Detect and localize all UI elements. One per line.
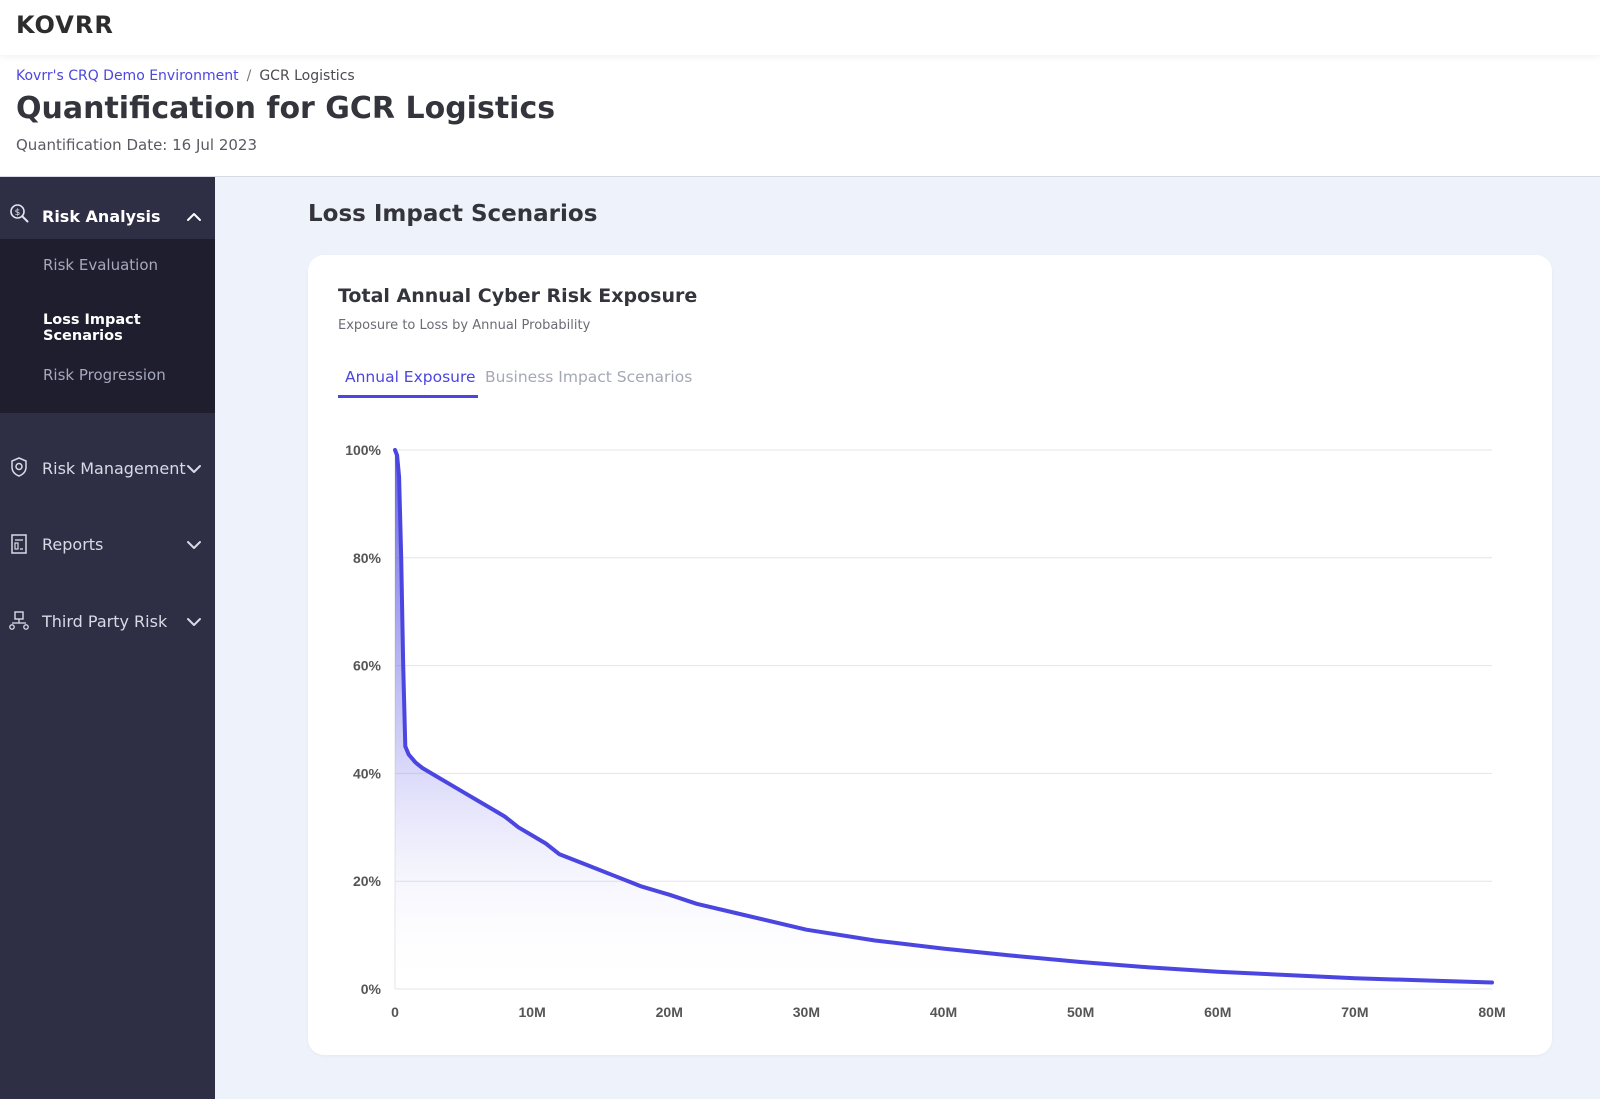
chevron-down-icon	[187, 465, 201, 473]
kovrr-logo[interactable]: KOVRR	[16, 11, 114, 39]
risk-management-label: Risk Management	[42, 459, 186, 478]
x-tick-label: 0	[391, 1004, 399, 1020]
shield-gear-icon	[11, 457, 27, 477]
x-tick-label: 10M	[519, 1004, 546, 1020]
sidebar-item-third-party-risk[interactable]: Third Party Risk	[0, 602, 215, 642]
breadcrumb-root-link[interactable]: Kovrr's CRQ Demo Environment	[16, 68, 239, 84]
x-tick-label: 70M	[1341, 1004, 1368, 1020]
y-tick-label: 80%	[353, 550, 382, 566]
card-subtitle: Exposure to Loss by Annual Probability	[338, 318, 591, 333]
sidebar: $ Risk Analysis Risk Evaluation Loss Imp…	[0, 177, 215, 1099]
network-icon	[9, 611, 29, 630]
exposure-chart: 0% 20% 40% 60% 80% 100% 0 10M 20M 30M 40M 50M 60M 70M…	[345, 442, 1505, 1020]
risk-analysis-toggle[interactable]: $ Risk Analysis	[0, 177, 215, 239]
magnifier-dollar-icon: $	[10, 204, 29, 223]
sidebar-item-risk-progression[interactable]: Risk Progression	[43, 366, 166, 384]
x-tick-label: 30M	[793, 1004, 820, 1020]
breadcrumb-current: GCR Logistics	[259, 68, 355, 84]
reports-label: Reports	[42, 535, 104, 554]
sidebar-item-loss-impact-scenarios[interactable]: Loss Impact Scenarios	[43, 312, 141, 344]
tab-annual-exposure[interactable]: Annual Exposure	[338, 368, 478, 398]
y-tick-label: 20%	[353, 873, 382, 889]
chevron-down-icon	[187, 618, 201, 626]
exposure-curve-line[interactable]	[393, 448, 1494, 985]
x-tick-label: 60M	[1204, 1004, 1231, 1020]
exposure-area	[395, 450, 1492, 989]
y-tick-label: 0%	[361, 981, 382, 997]
breadcrumb: Kovrr's CRQ Demo Environment / GCR Logisti…	[16, 68, 355, 84]
tab-business-impact-scenarios[interactable]: Business Impact Scenarios	[485, 368, 693, 386]
y-tick-label: 60%	[353, 658, 382, 674]
chevron-down-icon	[187, 541, 201, 549]
sidebar-item-risk-management[interactable]: Risk Management	[0, 449, 215, 489]
exposure-card: Total Annual Cyber Risk Exposure Exposur…	[308, 255, 1552, 1055]
x-tick-label: 50M	[1067, 1004, 1094, 1020]
x-tick-label: 40M	[930, 1004, 957, 1020]
page-title: Quantification for GCR Logistics	[16, 91, 556, 126]
y-tick-label: 100%	[345, 442, 381, 458]
page-header: Kovrr's CRQ Demo Environment / GCR Logisti…	[0, 55, 1600, 177]
sidebar-item-reports[interactable]: Reports	[0, 525, 215, 565]
top-bar: KOVRR	[0, 0, 1600, 55]
card-title: Total Annual Cyber Risk Exposure	[338, 285, 698, 307]
chevron-up-icon	[187, 213, 201, 221]
x-tick-label: 80M	[1478, 1004, 1505, 1020]
section-title: Loss Impact Scenarios	[308, 201, 598, 227]
risk-analysis-section: $ Risk Analysis Risk Evaluation Loss Imp…	[0, 177, 215, 413]
sidebar-item-risk-evaluation[interactable]: Risk Evaluation	[43, 256, 159, 274]
quantification-date: Quantification Date: 16 Jul 2023	[16, 136, 258, 154]
y-tick-label: 40%	[353, 765, 382, 781]
report-icon	[11, 534, 27, 554]
risk-analysis-label: Risk Analysis	[42, 207, 161, 226]
svg-text:$: $	[15, 208, 21, 218]
breadcrumb-separator: /	[246, 68, 252, 84]
x-tick-label: 20M	[656, 1004, 683, 1020]
third-party-risk-label: Third Party Risk	[42, 612, 168, 631]
